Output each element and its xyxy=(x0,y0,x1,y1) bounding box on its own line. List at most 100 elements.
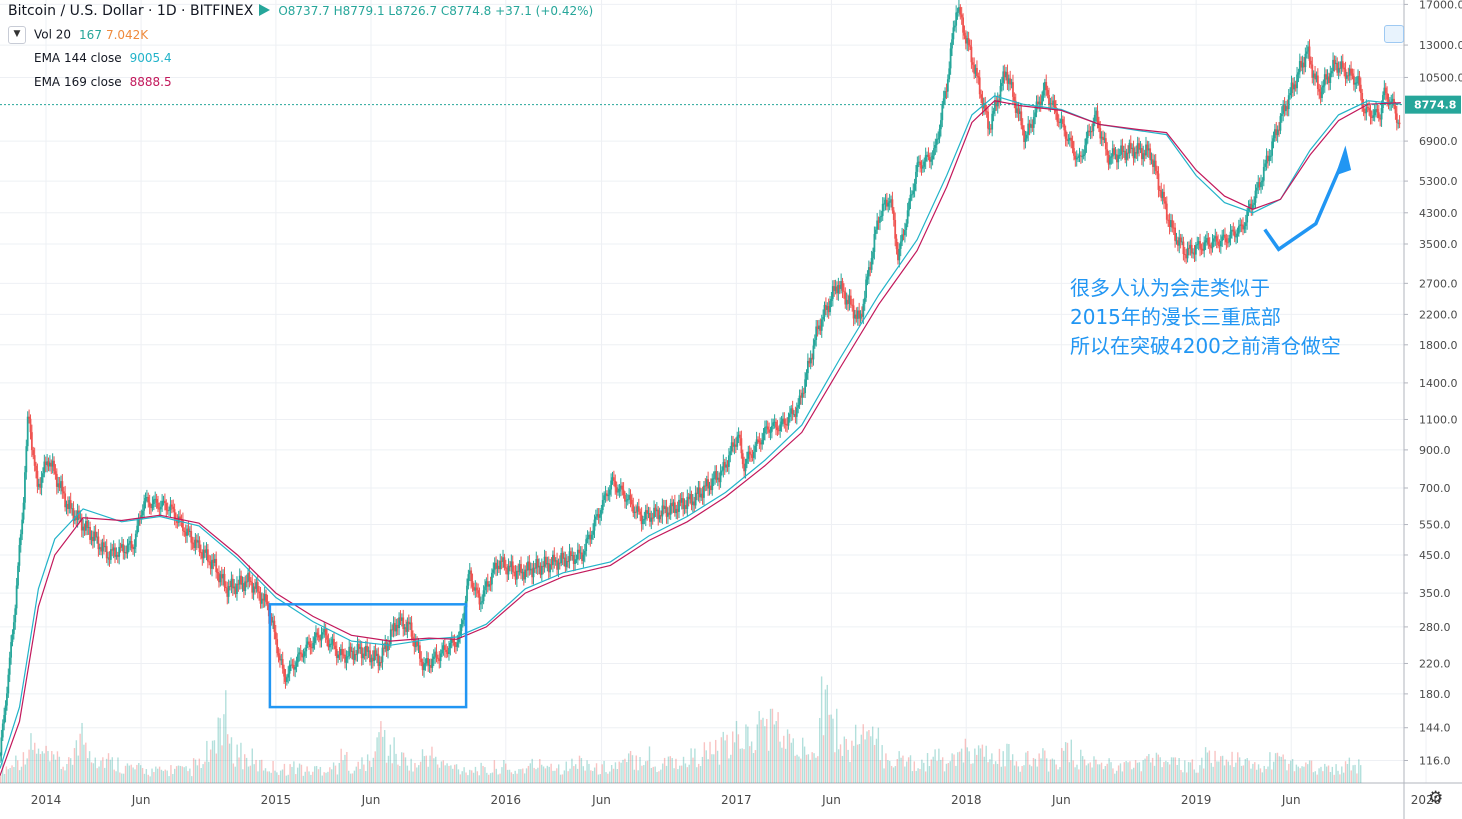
candle-body xyxy=(147,497,150,503)
candle-body xyxy=(1334,62,1337,65)
candle-body xyxy=(276,639,279,654)
volume-legend[interactable]: ▼ Vol 20 167 7.042K xyxy=(8,26,148,44)
candle-body xyxy=(72,508,75,521)
volume-bar xyxy=(465,772,467,783)
volume-bar xyxy=(550,763,552,783)
candle-body xyxy=(862,303,865,317)
candle-body xyxy=(1025,134,1028,139)
price-tick-label: 1800.0 xyxy=(1419,339,1458,352)
candle-body xyxy=(158,508,161,510)
volume-bar xyxy=(192,758,195,783)
volume-bar xyxy=(837,749,840,783)
candle-body xyxy=(540,565,543,575)
volume-bar xyxy=(868,729,870,783)
candle-body xyxy=(1017,108,1020,114)
candle-body xyxy=(593,519,596,531)
candle-body xyxy=(527,561,529,571)
volume-bar xyxy=(955,765,957,783)
volume-bar xyxy=(658,771,660,783)
candle-body xyxy=(229,586,231,588)
candle-body xyxy=(15,585,18,609)
candle-body xyxy=(86,521,89,528)
volume-bar xyxy=(1121,771,1124,783)
candle-body xyxy=(910,194,913,196)
price-tick-label: 5300.0 xyxy=(1419,175,1458,188)
time-tick-label: 2017 xyxy=(721,793,752,807)
candle-body xyxy=(1041,95,1043,105)
candle-body xyxy=(754,446,757,452)
volume-bar xyxy=(883,768,885,783)
volume-bar xyxy=(351,773,354,783)
last-price-badge xyxy=(1405,95,1461,114)
candle-body xyxy=(44,461,47,466)
volume-bar xyxy=(684,763,687,783)
candle-body xyxy=(1199,241,1201,249)
volume-bar xyxy=(312,771,314,783)
volume-bar xyxy=(758,711,760,783)
volume-bar xyxy=(255,759,257,783)
volume-bar xyxy=(1051,758,1054,783)
volume-bar xyxy=(279,770,282,783)
ema144-legend[interactable]: EMA 144 close 9005.4 xyxy=(34,51,172,65)
volume-bar xyxy=(1167,762,1169,783)
volume-bar xyxy=(300,764,303,783)
candle-body xyxy=(930,159,933,162)
volume-bar xyxy=(898,751,900,783)
volume-bar xyxy=(968,751,970,783)
candle-body xyxy=(193,543,195,548)
candle-body xyxy=(387,643,389,651)
candle-body xyxy=(463,612,466,621)
candle-body xyxy=(319,637,322,641)
candle-body xyxy=(711,478,714,491)
volume-bar xyxy=(889,760,891,783)
chevron-down-icon[interactable]: ▼ xyxy=(8,26,26,44)
volume-bar xyxy=(404,757,407,783)
volume-bar xyxy=(1159,757,1161,783)
candle-body xyxy=(416,640,419,646)
candle-body xyxy=(118,546,121,557)
volume-bar xyxy=(344,754,346,783)
camera-icon[interactable] xyxy=(1384,25,1404,43)
volume-bar xyxy=(1125,760,1127,783)
candle-body xyxy=(258,591,261,594)
candle-body xyxy=(1233,231,1236,237)
candle-body xyxy=(43,461,46,474)
volume-bar xyxy=(1049,759,1052,783)
candle-body xyxy=(405,627,407,632)
volume-bar xyxy=(39,754,42,783)
volume-bar xyxy=(1348,757,1351,783)
candle-body xyxy=(213,558,216,563)
candle-body xyxy=(574,559,576,564)
candle-body xyxy=(740,438,743,454)
candle-body xyxy=(234,586,237,594)
candle-body xyxy=(843,290,845,292)
candle-body xyxy=(29,418,32,433)
flag-icon[interactable] xyxy=(259,4,271,16)
volume-bar xyxy=(119,772,121,783)
volume-bar xyxy=(3,773,6,783)
candle-body xyxy=(224,586,227,589)
volume-bar xyxy=(1114,773,1116,783)
candle-body xyxy=(1350,68,1352,74)
volume-bar xyxy=(989,759,991,783)
candle-body xyxy=(538,565,540,568)
candle-body xyxy=(222,573,225,579)
candle-body xyxy=(989,128,992,130)
candle-body xyxy=(321,632,324,635)
candle-body xyxy=(618,488,621,492)
candle-body xyxy=(1057,121,1060,123)
volume-bar xyxy=(1040,758,1042,783)
candle-body xyxy=(392,623,395,630)
ema169-legend[interactable]: EMA 169 close 8888.5 xyxy=(34,75,172,89)
candle-body xyxy=(47,461,50,467)
gear-icon[interactable]: ⚙ xyxy=(1428,788,1444,808)
volume-bar xyxy=(1308,760,1311,783)
volume-bar xyxy=(121,773,123,783)
volume-bar xyxy=(431,746,433,783)
candle-body xyxy=(1067,139,1070,141)
volume-bar xyxy=(784,748,787,783)
time-tick-label: Jun xyxy=(821,793,841,807)
candle-body xyxy=(747,451,750,459)
volume-bar xyxy=(145,769,148,783)
